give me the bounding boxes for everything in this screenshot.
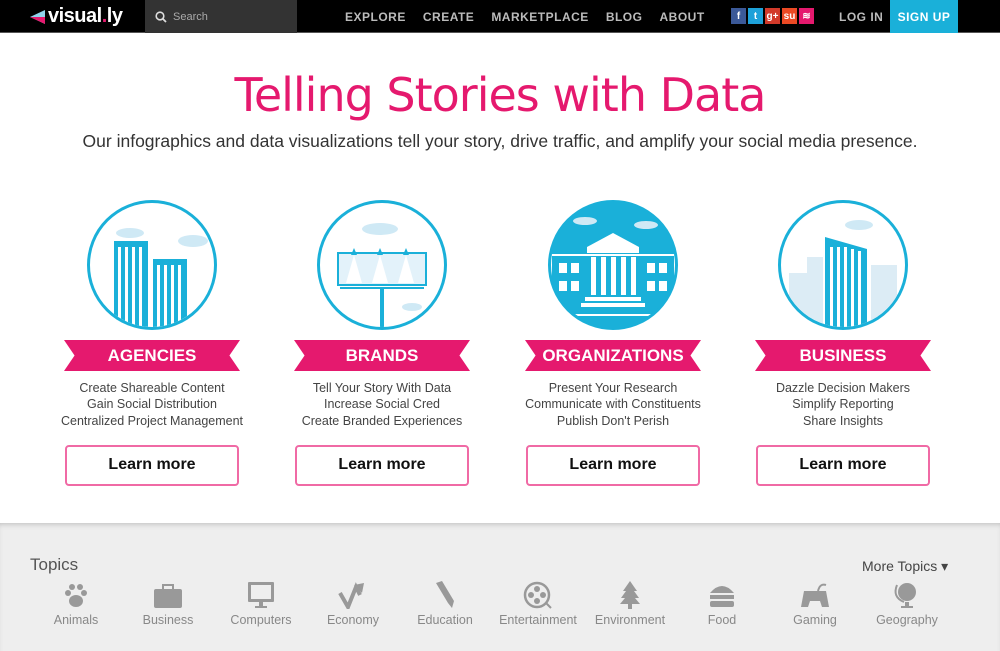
card-line: Increase Social Cred [323,397,441,412]
nav-blog[interactable]: BLOG [605,9,643,24]
nav-explore[interactable]: EXPLORE [345,9,406,24]
google-plus-icon[interactable]: g+ [765,8,780,24]
topic-label: Food [707,613,737,627]
login-link[interactable]: LOG IN [839,10,884,24]
rss-icon[interactable]: ≋ [799,8,814,24]
topic-label: Entertainment [499,613,577,627]
topic-gaming[interactable]: Gaming [770,581,860,627]
topics-section: Topics More Topics ▾ Animals Business Co… [0,523,1000,651]
learn-more-button[interactable]: Learn more [65,444,239,486]
topic-label: Computers [230,613,292,627]
logo-icon [30,9,45,24]
topic-food[interactable]: Food [677,581,767,627]
topics-title: Topics [30,555,79,574]
card-label: BRANDS [294,340,470,371]
card-line: Simplify Reporting [792,397,894,412]
topic-animals[interactable]: Animals [31,581,121,627]
logo-text-end: ly [106,5,123,27]
pencil-icon [436,581,454,608]
globe-icon [894,583,916,608]
skyscraper-illustration [778,200,908,330]
card-line: Create Branded Experiences [301,413,463,428]
card-business: BUSINESS Dazzle Decision Makers Simplify … [743,200,943,486]
film-reel-icon [523,581,552,609]
card-organizations: ORGANIZATIONS Present Your Research Commu… [513,200,713,486]
signup-button[interactable]: SIGN UP [890,0,958,33]
institution-building-illustration [548,200,678,330]
search-placeholder: Search [173,10,208,23]
learn-more-button[interactable]: Learn more [526,444,700,486]
stumbleupon-icon[interactable]: su [782,8,797,24]
topic-label: Gaming [793,613,837,627]
card-line: Publish Don't Perish [556,413,670,428]
briefcase-icon [154,584,182,608]
topic-geography[interactable]: Geography [862,581,952,627]
nav-about[interactable]: ABOUT [659,9,705,24]
facebook-icon[interactable]: f [731,8,746,24]
topic-label: Animals [53,613,99,627]
topic-label: Economy [326,613,380,627]
burger-icon [710,586,734,607]
trend-arrow-icon [338,582,364,609]
top-nav: visual.ly Search EXPLORE CREATE MARKETPL… [0,0,1000,33]
tree-icon [620,581,640,609]
card-label: BUSINESS [755,340,931,371]
nav-marketplace[interactable]: MARKETPLACE [491,9,589,24]
topic-economy[interactable]: Economy [308,581,398,627]
search-icon [155,10,167,23]
card-line: Tell Your Story With Data [312,381,452,395]
card-label: ORGANIZATIONS [525,340,701,371]
learn-more-button[interactable]: Learn more [295,444,469,486]
twitter-icon[interactable]: t [748,8,763,24]
card-label: AGENCIES [64,340,240,371]
card-line: Present Your Research [548,381,678,395]
card-line: Centralized Project Management [60,413,244,428]
topic-computers[interactable]: Computers [216,581,306,627]
hero-subtitle: Our infographics and data visualizations… [82,131,918,151]
topic-label: Business [142,613,194,627]
gamepad-icon [801,583,829,607]
card-line: Dazzle Decision Makers [775,381,911,395]
nav-create[interactable]: CREATE [422,9,475,24]
search-input[interactable]: Search [145,0,297,33]
office-buildings-illustration [87,200,217,330]
card-agencies: AGENCIES Create Shareable Content Gain So… [52,200,252,486]
topic-label: Environment [594,613,666,627]
card-brands: BRANDS Tell Your Story With Data Increase… [282,200,482,486]
card-line: Share Insights [803,413,883,428]
hero-title: Telling Stories with Data [234,68,767,122]
topic-label: Geography [876,613,938,627]
topic-entertainment[interactable]: Entertainment [493,581,583,627]
topic-environment[interactable]: Environment [585,581,675,627]
logo-text: visual [48,5,102,27]
learn-more-button[interactable]: Learn more [756,444,930,486]
logo[interactable]: visual.ly [30,5,123,28]
monitor-icon [248,582,274,608]
topic-label: Education [417,613,473,627]
logo-dot: . [101,5,108,27]
card-line: Create Shareable Content [79,381,225,395]
more-topics-dropdown[interactable]: More Topics ▾ [862,558,949,574]
paw-icon [65,584,87,607]
topic-education[interactable]: Education [400,581,490,627]
topic-business[interactable]: Business [123,581,213,627]
card-line: Gain Social Distribution [87,397,217,412]
card-line: Communicate with Constituents [525,397,701,412]
billboard-illustration [317,200,447,330]
